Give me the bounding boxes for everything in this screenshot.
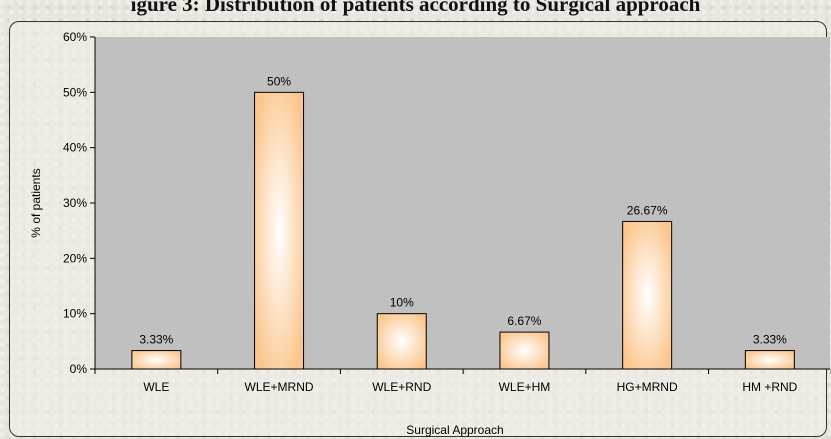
data-label: 6.67% — [507, 314, 541, 328]
bar-hm-rnd — [744, 350, 795, 370]
x-tick-label: HG+MRND — [617, 380, 678, 394]
data-labels: 3.33% 50% 10% 6.67% 26.67% 3.33% — [139, 74, 787, 346]
y-axis-label: % of patients — [29, 168, 43, 237]
y-tick-label: 30% — [63, 196, 87, 210]
x-tick-label: WLE+HM — [499, 380, 551, 394]
x-tick-label: HM +RND — [742, 380, 797, 394]
bars — [131, 91, 795, 370]
x-tick-label: WLE — [143, 380, 169, 394]
y-tick-label: 20% — [63, 251, 87, 265]
y-tick-label: 50% — [63, 85, 87, 99]
data-label: 3.33% — [753, 333, 787, 347]
bar-wle-mrnd — [254, 91, 305, 370]
data-label: 26.67% — [627, 203, 668, 217]
plot-area — [95, 37, 830, 369]
y-tick-label: 10% — [63, 307, 87, 321]
y-tick-label: 0% — [70, 362, 88, 376]
data-label: 10% — [390, 296, 414, 310]
data-label: 50% — [267, 74, 291, 88]
bar-wle-rnd — [376, 313, 427, 370]
x-axis: WLE WLE+MRND WLE+RND WLE+HM HG+MRND HM +RND — [94, 368, 831, 394]
figure-title: igure 3: Distribution of patients accord… — [130, 0, 701, 16]
bar-wle — [131, 350, 182, 370]
x-tick-label: WLE+MRND — [245, 380, 314, 394]
bar-hg-mrnd — [622, 220, 673, 370]
data-label: 3.33% — [139, 333, 173, 347]
bar-wle-hm — [499, 331, 550, 370]
x-tick-label: WLE+RND — [372, 380, 431, 394]
x-axis-label: Surgical Approach — [406, 423, 503, 437]
y-tick-label: 60% — [63, 30, 87, 44]
y-axis: 0% 10% 20% 30% 40% 50% 60% — [63, 30, 96, 376]
y-tick-label: 40% — [63, 141, 87, 155]
